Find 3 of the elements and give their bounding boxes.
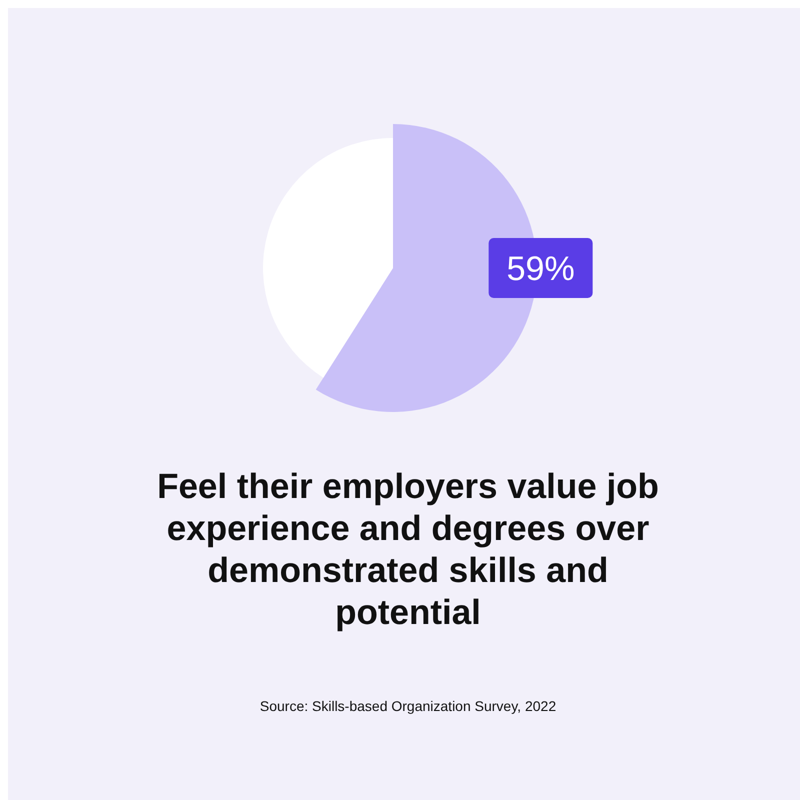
source-note: Source: Skills-based Organization Survey, 2022 [260,698,556,714]
data-label: 59% [506,250,575,288]
text: Feel their employers value job experience and degrees over demonstrated skills and potential [157,467,659,632]
